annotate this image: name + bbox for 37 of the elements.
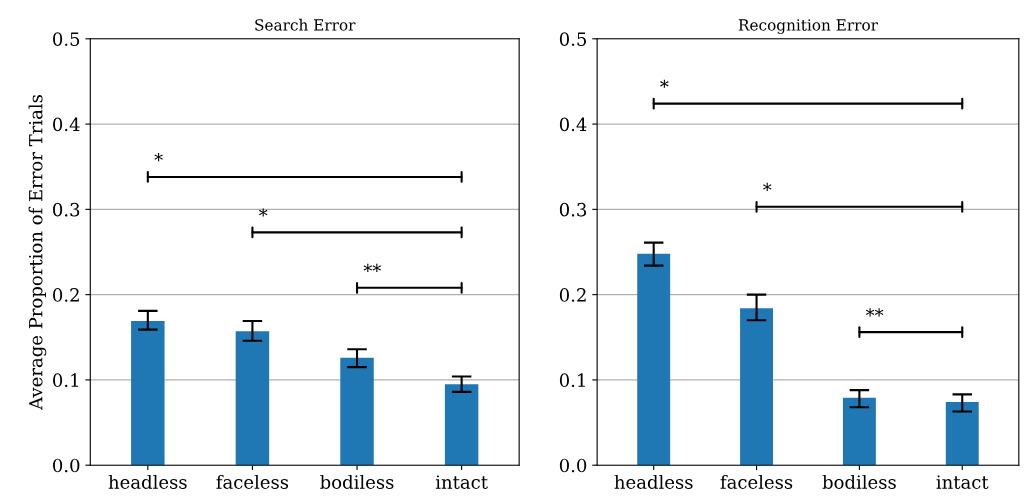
x-tick-label: headless [614,474,693,489]
y-tick-label: 0.5 [559,32,587,46]
y-axis-title: Average Proportion of Error Trials [28,95,47,410]
y-tick-label: 0.1 [559,373,585,388]
bar [340,357,374,466]
y-tick-label: 0.4 [53,117,80,132]
bar [842,397,876,466]
x-tick-label: headless [108,474,187,489]
x-tick-label: faceless [216,474,289,489]
y-tick-label: 0.1 [53,373,78,388]
x-tick-label: intact [435,475,488,489]
chart-title: Search Error [255,18,356,31]
y-tick-label: 0.4 [559,117,587,132]
annotation: * [763,182,772,192]
annotation: ** [363,263,382,273]
bar [945,402,979,466]
bar [740,308,774,466]
x-tick-label: bodiless [320,474,394,489]
annotation: * [258,208,268,217]
x-tick-label: intact [936,475,989,489]
annotation: ** [865,308,884,317]
annotation: * [154,152,163,162]
y-tick-label: 0.2 [559,288,586,302]
bar [235,331,270,466]
y-tick-label: 0.2 [53,288,79,302]
bar [131,321,165,466]
y-tick-label: 0.5 [53,32,80,46]
annotation: * [660,79,669,88]
x-tick-label: faceless [720,474,793,489]
x-tick-label: bodiless [822,474,896,489]
y-tick-label: 0.3 [559,202,587,217]
bar [637,253,671,466]
bar [444,384,479,466]
chart-title: Recognition Error [738,19,878,34]
y-tick-label: 0.0 [559,458,587,473]
y-tick-label: 0.3 [53,202,80,217]
y-tick-label: 0.0 [53,458,80,473]
